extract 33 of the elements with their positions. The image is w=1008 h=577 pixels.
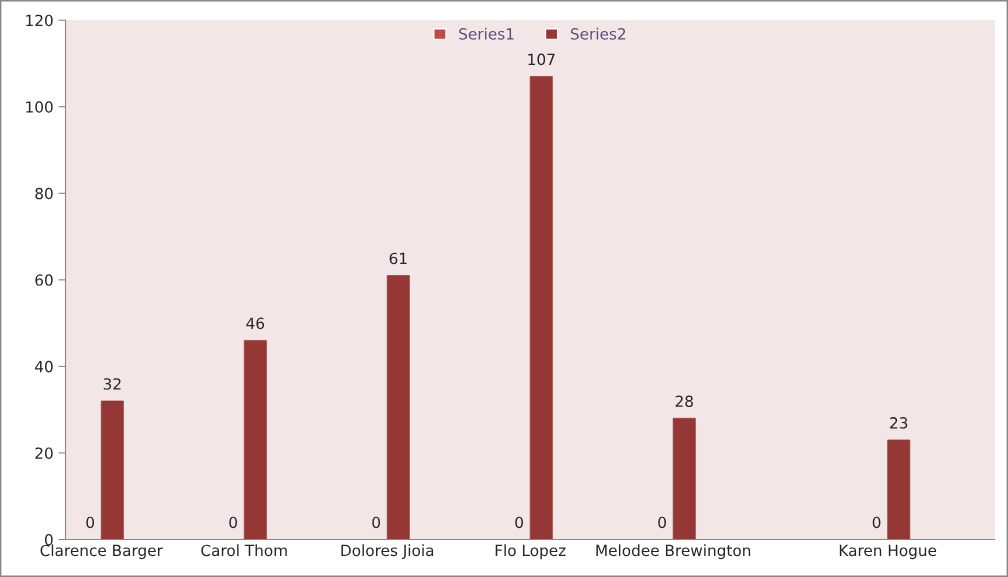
bar [100, 400, 124, 540]
y-tick-label: 120 [26, 14, 53, 27]
data-label: 0 [86, 516, 95, 529]
bar [243, 340, 267, 540]
bar [672, 417, 696, 540]
x-tick-label: Carol Thom [201, 544, 287, 557]
x-tick-label: Karen Hogue [839, 544, 937, 560]
y-tick-label: 80 [35, 187, 53, 200]
data-label: 0 [372, 516, 380, 529]
bar [529, 76, 553, 540]
y-tick-label: 20 [35, 447, 53, 459]
y-tick-label: 0 [45, 533, 53, 546]
bar [887, 439, 911, 540]
data-label: 61 [389, 252, 407, 265]
data-label: 32 [103, 378, 121, 390]
x-tick-label: Clarence Barger [40, 544, 163, 560]
data-label: 23 [890, 417, 908, 429]
data-label: 0 [229, 516, 238, 529]
data-label: 0 [515, 516, 523, 529]
data-label: 28 [675, 395, 693, 408]
y-tick-label: 60 [35, 274, 53, 286]
data-label: 0 [658, 516, 666, 529]
data-label: 46 [246, 317, 265, 330]
data-label: 0 [872, 516, 881, 529]
x-tick-label: Dolores Jioia [341, 544, 434, 560]
y-tick-label: 40 [35, 360, 53, 373]
legend-label: Series2 [570, 27, 626, 40]
x-tick-label: Flo Lopez [495, 544, 566, 560]
data-label: 107 [528, 53, 555, 66]
bar [386, 275, 410, 540]
y-tick-label: 100 [26, 101, 53, 113]
x-tick-label: Melodee Brewington [596, 544, 751, 560]
legend-label: Series1 [459, 27, 514, 40]
